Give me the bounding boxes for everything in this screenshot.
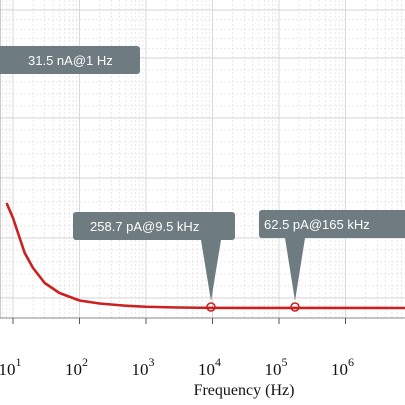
callout-text: 31.5 nA@1 Hz [28, 53, 113, 68]
series-group [5, 202, 405, 310]
x-axis-label: Frequency (Hz) [194, 382, 295, 399]
callout: 258.7 pA@9.5 kHz [73, 212, 235, 312]
callout: 31.5 nA@1 Hz [0, 46, 140, 74]
x-axis-ticks: 1011021031041051061 [0, 317, 405, 379]
x-tick-label: 106 [331, 355, 354, 379]
callout-text: 258.7 pA@9.5 kHz [90, 219, 199, 234]
x-tick-label: 103 [132, 355, 155, 379]
data-marker [290, 302, 300, 312]
callout-box [73, 212, 235, 240]
data-marker [206, 302, 216, 312]
x-tick-label: 102 [65, 355, 88, 379]
callout-pointer [201, 240, 221, 301]
callout-box [259, 210, 405, 238]
series-line [5, 202, 405, 310]
callout-pointer [285, 238, 305, 301]
x-tick-label: 101 [0, 355, 22, 379]
callout-text: 62.5 pA@165 kHz [264, 217, 370, 232]
callout: 62.5 pA@165 kHz [259, 210, 405, 312]
callouts-group: 31.5 nA@1 Hz 258.7 pA@9.5 kHz 62.5 pA@165 … [0, 46, 405, 312]
x-tick-label: 105 [265, 355, 288, 379]
x-tick-label: 104 [198, 355, 221, 379]
callout-box [0, 46, 140, 74]
